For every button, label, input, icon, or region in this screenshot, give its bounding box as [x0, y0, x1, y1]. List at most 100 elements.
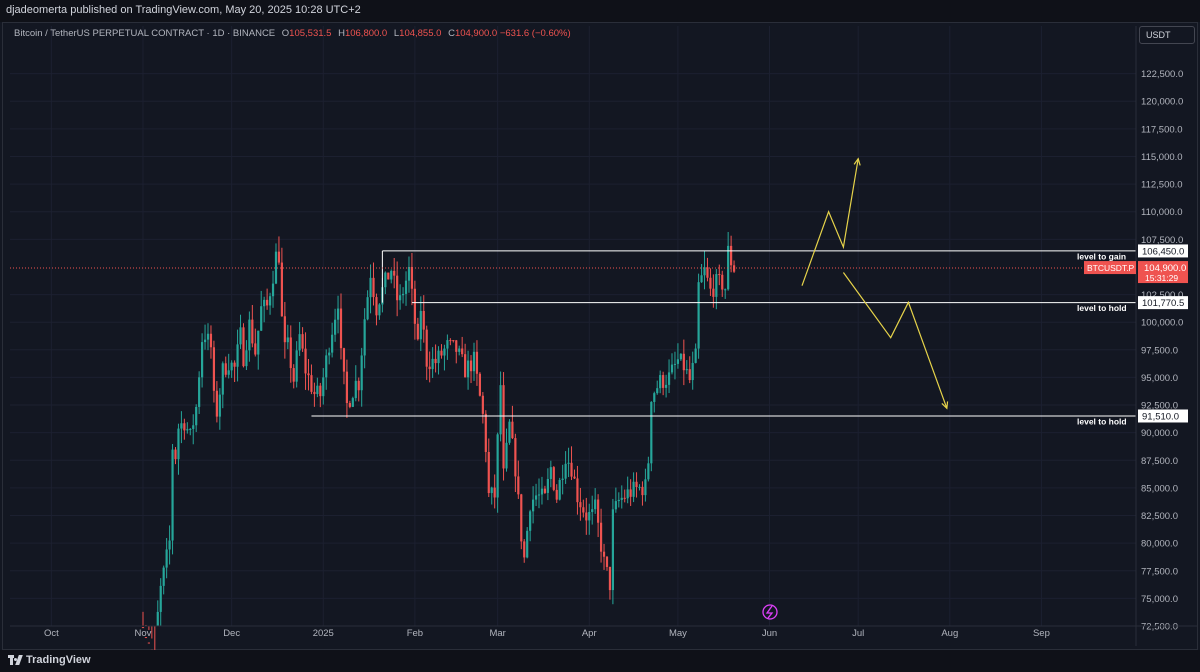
candle-body — [289, 337, 292, 369]
candle-body — [390, 270, 393, 280]
candle-body — [523, 541, 526, 558]
candle-body — [472, 351, 476, 372]
candle-body — [440, 350, 443, 356]
price-tick-label: 117,500.0 — [1141, 124, 1183, 135]
time-tick-label: Jul — [852, 628, 864, 639]
low-value: 104,855.0 — [399, 28, 442, 39]
candle-body — [147, 642, 151, 644]
candle-body — [162, 567, 165, 586]
candle-body — [602, 551, 606, 557]
candle-body — [490, 487, 493, 494]
candle-body — [206, 333, 210, 340]
candle-body — [641, 486, 644, 496]
candle-body — [401, 293, 405, 296]
candle-body — [292, 368, 295, 382]
symbol-tag — [1084, 261, 1136, 275]
close-value: 104,900.0 — [454, 28, 498, 39]
candle-body — [342, 348, 346, 372]
candle-body — [505, 442, 508, 469]
candle-body — [449, 340, 452, 342]
close-label: C — [448, 28, 455, 39]
candle-body — [664, 384, 668, 388]
candle-body — [233, 362, 236, 367]
candle-body — [561, 478, 564, 480]
candle-body — [328, 352, 331, 356]
time-tick-label: 2025 — [313, 628, 334, 639]
candle-body — [313, 391, 316, 395]
price-tick-label: 100,000.0 — [1141, 318, 1183, 329]
candle-body — [437, 350, 440, 364]
change-value: −631.6 (−0.60%) — [499, 28, 571, 39]
price-tick-label: 92,500.0 — [1141, 401, 1178, 412]
candle-body — [251, 319, 254, 344]
candle-body — [682, 353, 685, 371]
level-price-tag-text: 106,450.0 — [1142, 246, 1184, 257]
candle-body — [254, 343, 257, 355]
level-price-tag-text: 91,510.0 — [1142, 411, 1179, 422]
low-label: L — [393, 28, 400, 39]
price-tick-label: 97,500.0 — [1141, 345, 1178, 356]
candle-body — [493, 487, 496, 498]
candle-body — [458, 348, 461, 352]
candle-body — [177, 428, 180, 460]
candle-body — [608, 566, 612, 591]
candle-body — [387, 272, 390, 280]
candle-body — [277, 251, 281, 263]
tradingview-logo[interactable]: TradingView — [8, 654, 91, 666]
candle-body — [564, 463, 567, 479]
price-tick-label: 102,500.0 — [1141, 290, 1183, 301]
candle-body — [712, 288, 715, 297]
candle-body — [245, 350, 248, 367]
alert-icon-bolt — [765, 605, 774, 619]
candle-body — [635, 481, 638, 488]
candle-body — [218, 394, 221, 417]
candle-body — [715, 274, 718, 297]
level-price-tag — [1138, 409, 1188, 423]
candle-body — [325, 355, 328, 378]
candle-body — [481, 395, 484, 414]
high-label: H — [338, 28, 345, 39]
publish-line: djadeomerta published on TradingView.com… — [6, 4, 361, 16]
candle-body — [469, 360, 473, 372]
bearish-path-arrowhead — [941, 401, 949, 410]
candle-body — [588, 511, 591, 521]
time-tick-label: Apr — [582, 628, 597, 639]
candle-body — [354, 380, 357, 399]
bullish-path — [801, 158, 859, 286]
price-tick-label: 95,000.0 — [1141, 373, 1178, 384]
brand-name: TradingView — [26, 654, 91, 666]
level-price-tag — [1138, 244, 1188, 258]
level-price-tag — [1138, 296, 1188, 310]
candle-body — [700, 275, 703, 283]
candle-body — [307, 373, 310, 376]
candle-body — [141, 627, 145, 629]
candle-body — [662, 375, 665, 388]
candle-body — [425, 329, 428, 367]
last-price-text: 104,900.0 — [1144, 263, 1186, 274]
candle-body — [215, 390, 218, 417]
candle-body — [520, 494, 523, 542]
candle-body — [156, 611, 159, 626]
price-tick-label: 72,500.0 — [1141, 622, 1178, 633]
candle-body — [526, 530, 529, 558]
candle-body — [195, 406, 198, 426]
candle-body — [721, 274, 724, 290]
candle-body — [295, 350, 298, 382]
high-value: 106,800.0 — [344, 28, 388, 39]
chart-frame — [2, 22, 1198, 650]
price-tick-label: 122,500.0 — [1141, 69, 1183, 80]
candle-body — [345, 371, 349, 404]
price-tick-label: 120,000.0 — [1141, 97, 1183, 108]
candle-body — [366, 297, 369, 320]
time-tick-label: Mar — [489, 628, 505, 639]
candle-body — [461, 348, 464, 355]
candle-body — [670, 364, 674, 373]
candle-body — [685, 369, 688, 371]
symbol-title[interactable]: Bitcoin / TetherUS PERPETUAL CONTRACT · … — [14, 28, 276, 39]
candle-body — [348, 403, 351, 407]
currency-button[interactable]: USDT — [1139, 26, 1195, 44]
candle-body — [659, 375, 662, 389]
candle-body — [496, 434, 499, 498]
candle-body — [180, 423, 183, 429]
